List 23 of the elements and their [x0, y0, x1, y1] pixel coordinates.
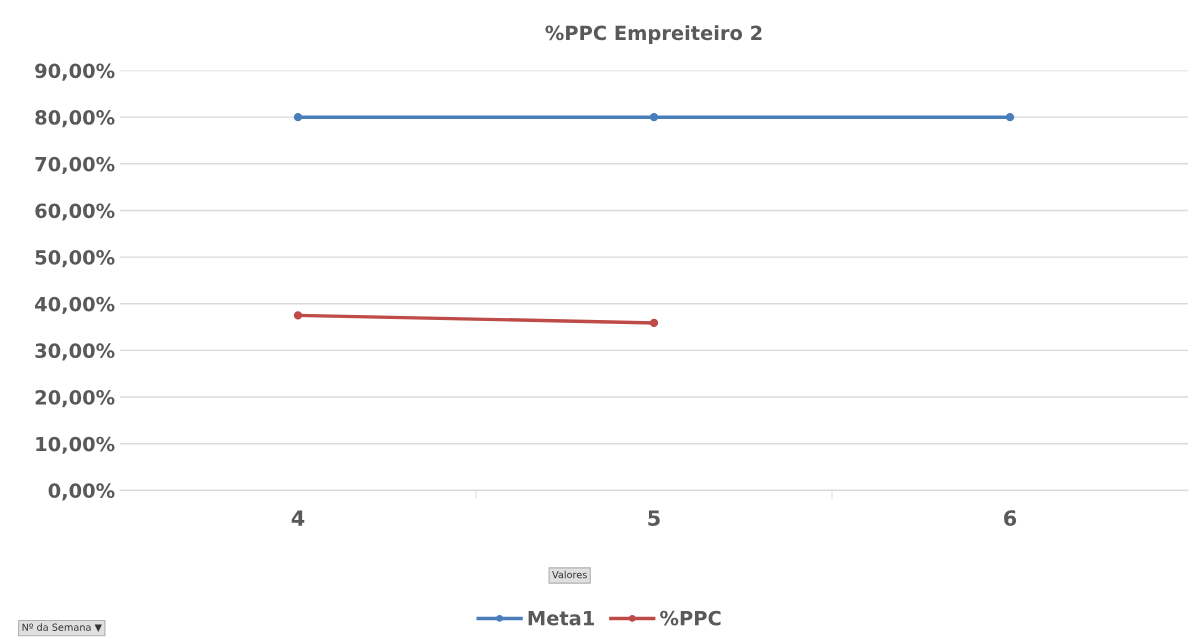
legend-label: Meta1 — [528, 611, 594, 626]
y-tick-label: 80,00% — [35, 110, 115, 128]
y-tick-label: 20,00% — [35, 390, 115, 408]
y-tick-label: 0,00% — [48, 483, 115, 501]
x-tick-label: 5 — [648, 510, 660, 526]
point — [649, 112, 659, 122]
x-tick-label: 4 — [291, 510, 305, 526]
point — [649, 318, 659, 328]
point — [293, 112, 303, 122]
point — [1005, 112, 1015, 122]
y-tick-label: 50,00% — [35, 250, 115, 268]
y-tick-label: 70,00% — [35, 156, 115, 174]
text: Nº da Semana ▼ — [22, 623, 102, 632]
chart-title: %PPC Empreiteiro 2 — [545, 25, 762, 44]
y-tick-label: 10,00% — [36, 436, 115, 454]
y-tick-label: 30,00% — [35, 343, 115, 361]
point — [293, 311, 303, 320]
legend-label: %PPC — [660, 610, 721, 626]
y-tick-label: 90,00% — [35, 63, 115, 81]
text: Valores — [552, 570, 587, 579]
x-tick-label: 6 — [1004, 510, 1017, 526]
y-tick-label: 60,00% — [35, 203, 115, 221]
y-tick-label: 40,00% — [35, 296, 115, 314]
